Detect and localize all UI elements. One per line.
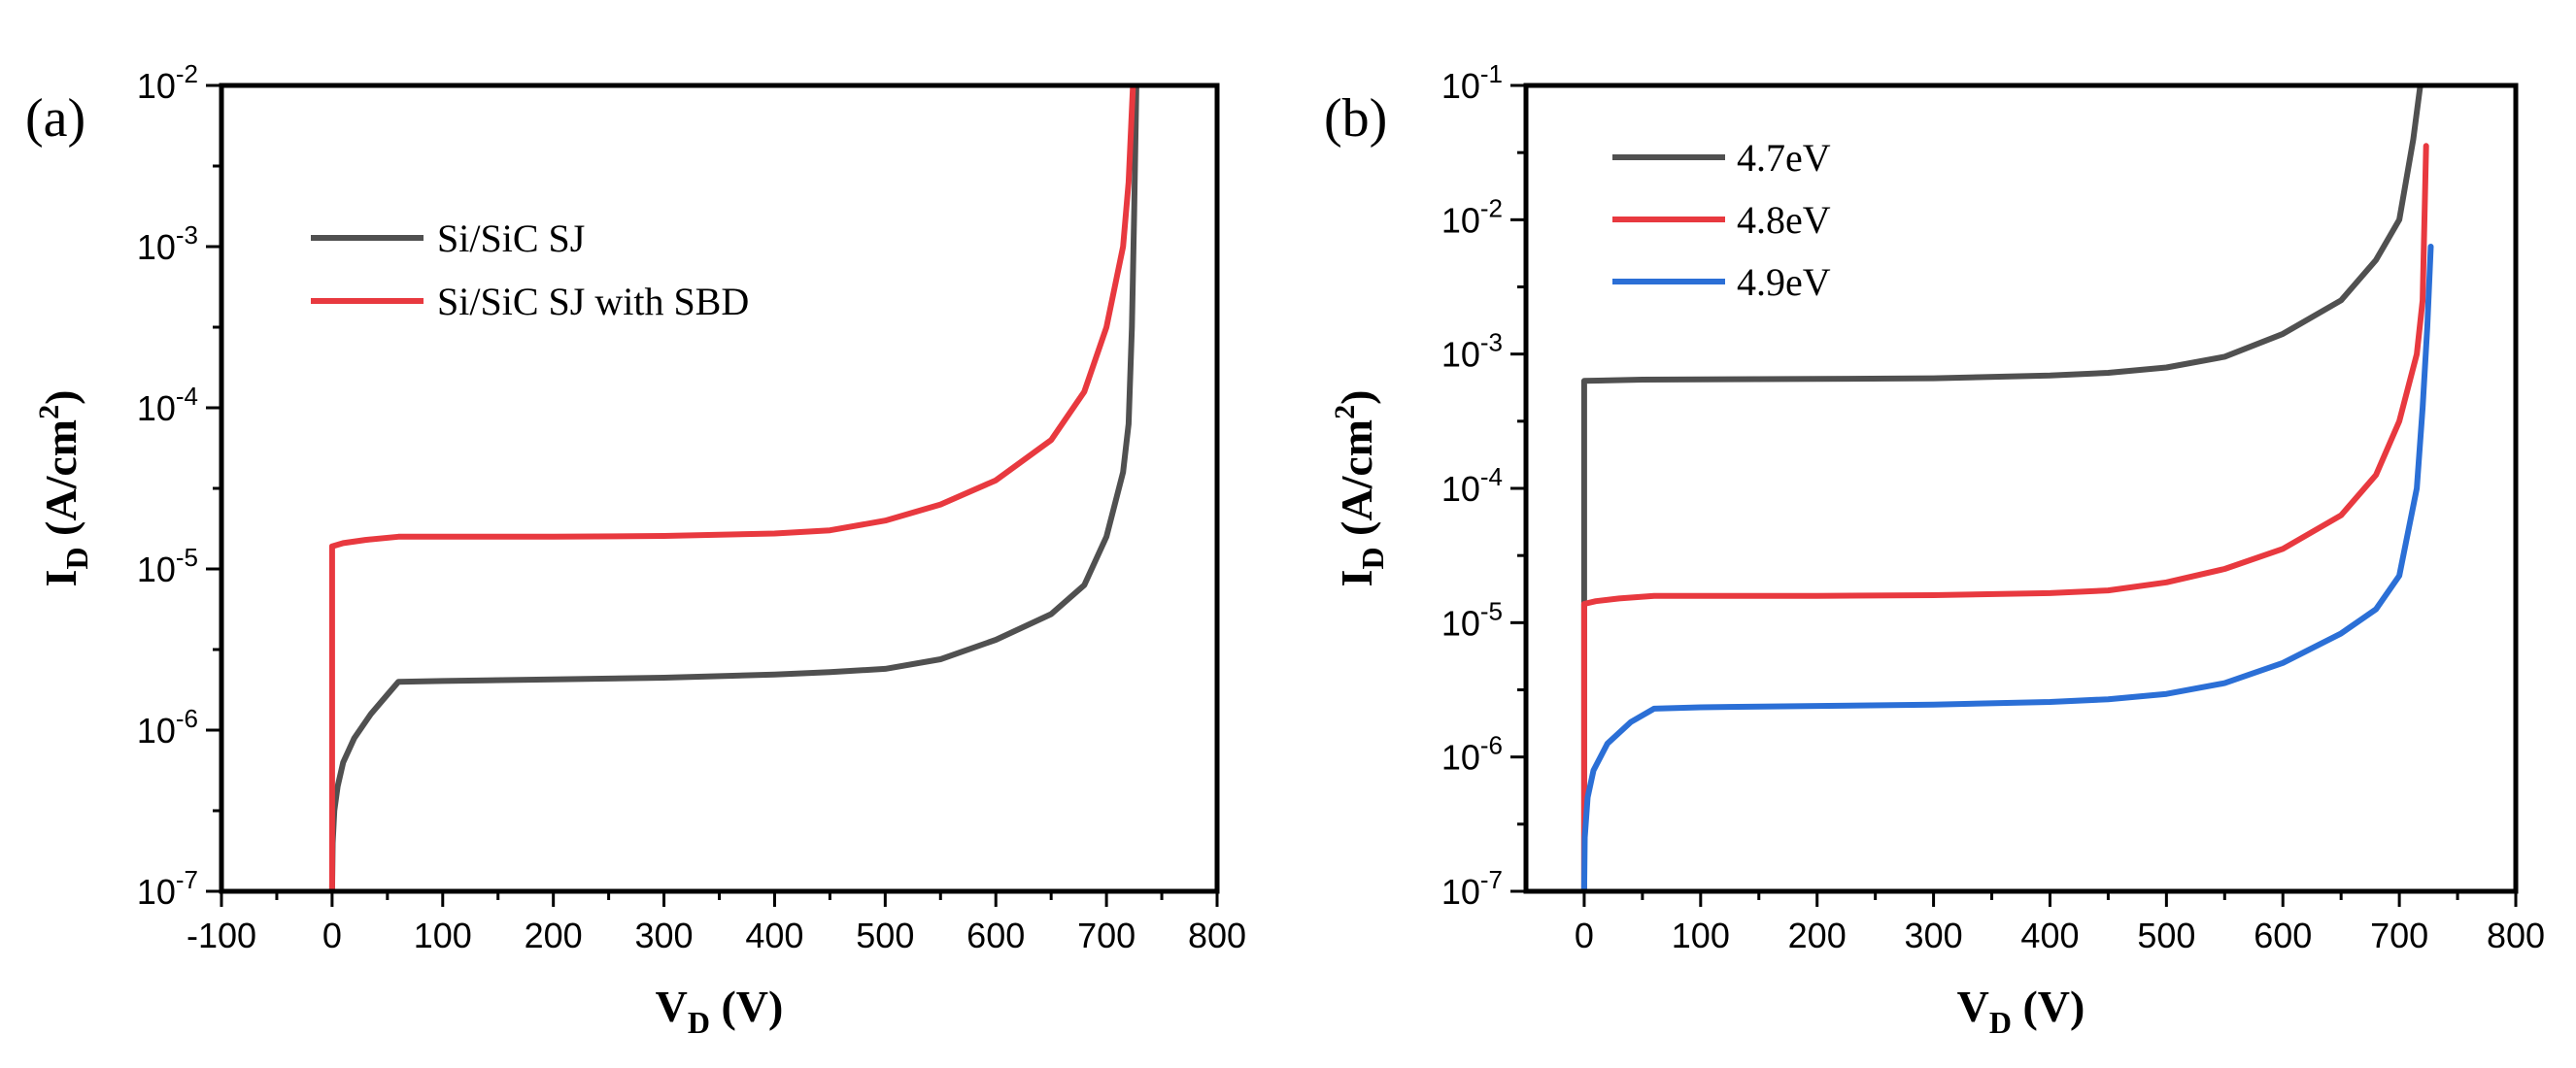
y-tick-exponent: -7 bbox=[176, 865, 198, 894]
y-axis-title-unit: (A/cm bbox=[36, 419, 85, 548]
y-tick-base: 10 bbox=[137, 388, 176, 428]
y-axis-title-main: I bbox=[1332, 570, 1381, 587]
series-line-2 bbox=[328, 83, 1136, 891]
y-tick-base: 10 bbox=[1441, 603, 1480, 643]
y-tick-base: 10 bbox=[137, 711, 176, 751]
legend-label-1: Si/SiC SJ bbox=[437, 217, 585, 260]
x-tick-label: 0 bbox=[322, 916, 342, 955]
legend-label-3: 4.9eV bbox=[1737, 260, 1831, 304]
x-axis-title-sub: D bbox=[688, 1005, 710, 1040]
series-group bbox=[1580, 83, 2434, 891]
plot-frame bbox=[219, 83, 1220, 894]
y-tick-base: 10 bbox=[1441, 738, 1480, 778]
series-line-3 bbox=[1580, 244, 2434, 891]
y-axis-title-sup: 2 bbox=[1329, 405, 1361, 419]
x-tick-label: 500 bbox=[856, 916, 914, 955]
panel-b: (b)0 100 200 300 400 500 600 700 80010-710-610-5… bbox=[1324, 59, 2545, 1040]
x-tick-label: 700 bbox=[2370, 916, 2428, 955]
y-tick-label: 10-7 bbox=[1441, 865, 1503, 912]
y-axis-title-close: ) bbox=[1332, 390, 1381, 405]
x-tick-label: 300 bbox=[1905, 916, 1963, 955]
legend: Si/SiC SJ Si/SiC SJ with SBD bbox=[311, 217, 749, 323]
x-tick-label: 100 bbox=[1672, 916, 1730, 955]
y-tick-base: 10 bbox=[137, 227, 176, 267]
x-tick-label: 800 bbox=[2487, 916, 2545, 955]
legend: 4.7eV 4.8eV 4.9eV bbox=[1612, 136, 1831, 304]
y-tick-base: 10 bbox=[137, 66, 176, 106]
y-tick-exponent: -5 bbox=[176, 543, 198, 572]
y-tick-exponent: -6 bbox=[1480, 731, 1503, 760]
series-line-1 bbox=[328, 83, 1139, 891]
y-tick-label: 10-7 bbox=[137, 865, 198, 912]
y-tick-label: 10-3 bbox=[1441, 328, 1503, 375]
y-tick-label: 10-6 bbox=[1441, 731, 1503, 778]
x-tick-label: 500 bbox=[2137, 916, 2195, 955]
series-line-2 bbox=[1580, 143, 2429, 891]
y-axis-title-sub: D bbox=[1355, 547, 1390, 569]
y-tick-exponent: -6 bbox=[176, 704, 198, 733]
x-tick-label: 600 bbox=[2254, 916, 2312, 955]
legend-label-2: 4.8eV bbox=[1737, 198, 1831, 242]
y-tick-exponent: -5 bbox=[1480, 596, 1503, 625]
y-tick-exponent: -2 bbox=[1480, 193, 1503, 222]
x-tick-label: 200 bbox=[525, 916, 583, 955]
legend-label-2: Si/SiC SJ with SBD bbox=[437, 280, 749, 323]
y-tick-base: 10 bbox=[1441, 872, 1480, 912]
x-axis-title-unit: (V) bbox=[710, 982, 783, 1031]
y-tick-label: 10-6 bbox=[137, 704, 198, 751]
x-tick-label: 300 bbox=[635, 916, 694, 955]
x-axis-title: VD (V) bbox=[656, 982, 784, 1040]
panel-label: (a) bbox=[25, 88, 85, 149]
x-axis-title-main: V bbox=[656, 982, 688, 1031]
y-tick-label: 10-5 bbox=[1441, 596, 1503, 643]
y-axis-title: ID (A/cm2) bbox=[1329, 390, 1390, 587]
y-tick-label: 10-2 bbox=[137, 59, 198, 106]
y-axis-title-main: I bbox=[36, 570, 85, 587]
y-tick-base: 10 bbox=[1441, 469, 1480, 509]
y-tick-base: 10 bbox=[1441, 200, 1480, 240]
series-group bbox=[328, 83, 1139, 891]
y-tick-exponent: -4 bbox=[1480, 462, 1503, 491]
panel-a: (a)-100 0 100 200 300 400 500 600 700 80010-710-6… bbox=[25, 59, 1246, 1040]
x-tick-label: 400 bbox=[745, 916, 803, 955]
y-axis-title-unit: (A/cm bbox=[1332, 419, 1381, 548]
y-axis-title-close: ) bbox=[36, 390, 85, 405]
y-tick-base: 10 bbox=[137, 550, 176, 589]
y-tick-exponent: -4 bbox=[176, 382, 198, 411]
panel-label: (b) bbox=[1324, 88, 1387, 149]
y-tick-exponent: -3 bbox=[176, 220, 198, 250]
x-axis-title-sub: D bbox=[1989, 1005, 2012, 1040]
y-tick-label: 10-1 bbox=[1441, 59, 1503, 106]
x-tick-label: 200 bbox=[1788, 916, 1847, 955]
series-line-1 bbox=[1580, 83, 2423, 891]
y-tick-exponent: -7 bbox=[1480, 865, 1503, 894]
y-tick-label: 10-4 bbox=[137, 382, 198, 428]
x-tick-label: 100 bbox=[414, 916, 472, 955]
x-tick-label: 400 bbox=[2020, 916, 2079, 955]
x-axis-title-unit: (V) bbox=[2012, 982, 2085, 1031]
y-tick-exponent: -1 bbox=[1480, 59, 1503, 88]
x-tick-label: 700 bbox=[1077, 916, 1135, 955]
y-axis-title-sup: 2 bbox=[33, 405, 65, 419]
y-axis-title-sub: D bbox=[59, 547, 94, 569]
y-axis-title: ID (A/cm2) bbox=[33, 390, 94, 587]
y-tick-label: 10-2 bbox=[1441, 193, 1503, 240]
y-tick-exponent: -3 bbox=[1480, 328, 1503, 357]
y-tick-exponent: -2 bbox=[176, 59, 198, 88]
legend-label-1: 4.7eV bbox=[1737, 136, 1831, 180]
y-tick-label: 10-4 bbox=[1441, 462, 1503, 509]
x-tick-label: 800 bbox=[1188, 916, 1246, 955]
y-tick-label: 10-5 bbox=[137, 543, 198, 589]
y-tick-base: 10 bbox=[1441, 335, 1480, 375]
x-tick-label: 600 bbox=[966, 916, 1025, 955]
x-axis-title: VD (V) bbox=[1957, 982, 2085, 1040]
y-tick-base: 10 bbox=[1441, 66, 1480, 106]
y-tick-base: 10 bbox=[137, 872, 176, 912]
x-axis-title-main: V bbox=[1957, 982, 1989, 1031]
y-tick-label: 10-3 bbox=[137, 220, 198, 267]
x-tick-label: 0 bbox=[1575, 916, 1594, 955]
x-tick-label: -100 bbox=[186, 916, 256, 955]
